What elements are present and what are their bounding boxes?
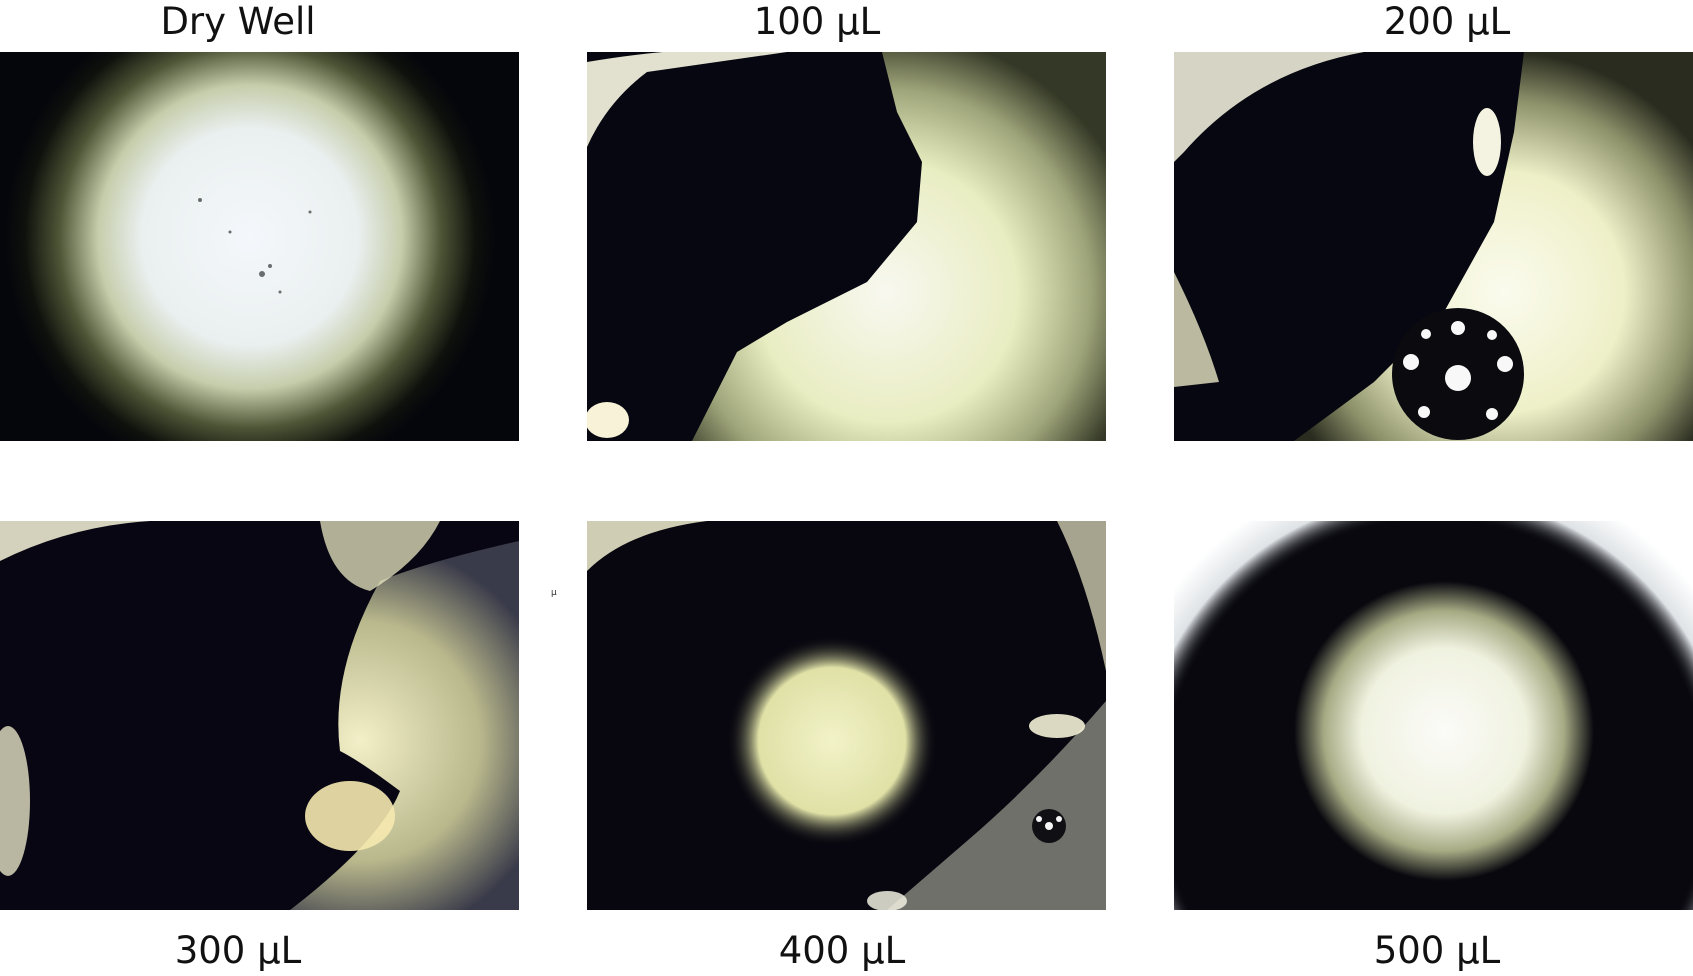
- label-400ul: 400 µL: [778, 929, 906, 972]
- image-dry-well: [0, 52, 519, 441]
- stray-mark: µ: [551, 588, 557, 598]
- image-400ul: [587, 521, 1106, 910]
- label-500ul: 500 µL: [1373, 929, 1501, 972]
- image-500ul: [1174, 521, 1693, 910]
- image-300ul: [0, 521, 519, 910]
- label-100ul: 100 µL: [753, 0, 881, 43]
- image-200ul: [1174, 52, 1693, 441]
- label-dry-well: Dry Well: [160, 0, 316, 43]
- label-300ul: 300 µL: [174, 929, 302, 972]
- image-100ul: [587, 52, 1106, 441]
- label-200ul: 200 µL: [1383, 0, 1511, 43]
